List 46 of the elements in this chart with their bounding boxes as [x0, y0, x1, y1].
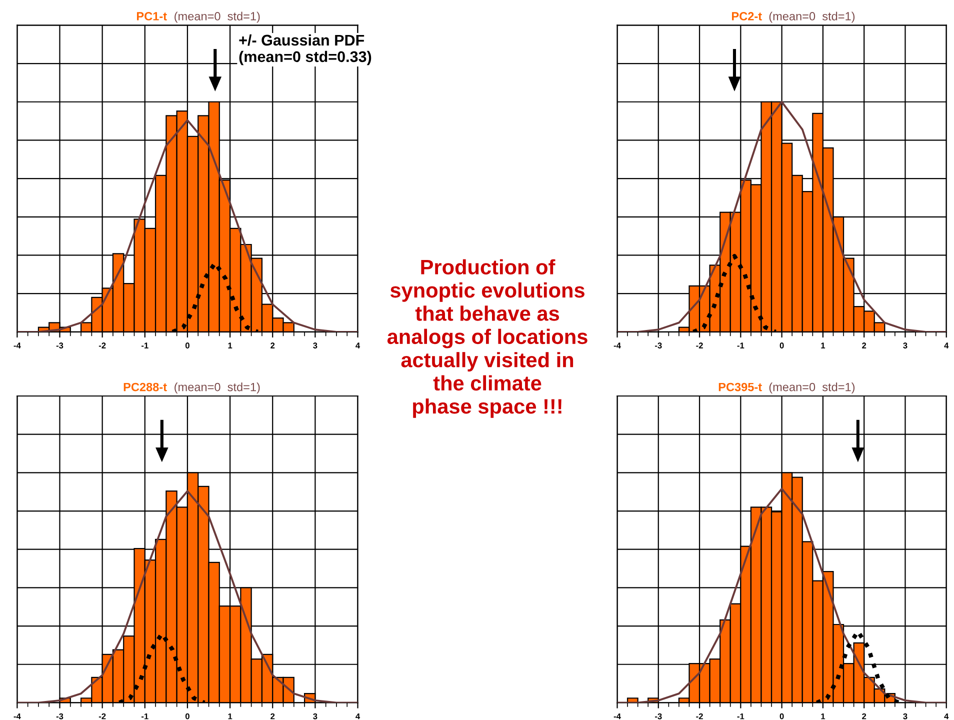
- x-tick-label: -4: [614, 713, 621, 720]
- x-tick-label: -2: [696, 342, 703, 348]
- x-tick-label: -1: [142, 342, 148, 348]
- chart-subtitle: (mean=0 std=1): [174, 382, 260, 394]
- x-tick-label: 3: [313, 342, 318, 348]
- x-tick-label: 3: [903, 713, 908, 720]
- x-tick-label: 0: [185, 713, 190, 720]
- x-tick-label: 4: [356, 713, 360, 720]
- x-tick-label: -3: [655, 342, 662, 348]
- x-tick-label: 2: [862, 713, 866, 720]
- x-tick-label: -1: [737, 713, 744, 720]
- chart-subtitle: (mean=0 std=1): [769, 12, 855, 23]
- x-tick-label: -3: [655, 713, 662, 720]
- chart-title: PC395-t: [718, 382, 762, 392]
- x-tick-label: -4: [614, 342, 621, 348]
- x-tick-label: 4: [944, 713, 949, 720]
- x-tick-label: -3: [56, 342, 64, 348]
- x-tick-label: 2: [270, 713, 275, 720]
- x-tick-label: 2: [862, 342, 866, 348]
- text: Production of synoptic evolutions that behave as analogs of locations actually visited in the climate phase space !!!: [387, 259, 588, 418]
- x-tick-label: -2: [696, 713, 703, 720]
- x-tick-label: 1: [228, 342, 232, 348]
- x-tick-label: 4: [944, 342, 949, 348]
- x-tick-label: -2: [98, 342, 106, 348]
- x-tick-label: 1: [821, 342, 826, 348]
- x-tick-label: 0: [780, 342, 784, 348]
- chart-subtitle: (mean=0 std=1): [769, 382, 855, 394]
- x-tick-label: 1: [228, 713, 232, 720]
- chart-title: PC2-t: [732, 12, 762, 20]
- chart-title: PC288-t: [124, 382, 167, 392]
- x-tick-label: -1: [737, 342, 744, 348]
- x-tick-label: 3: [313, 713, 318, 720]
- x-tick-label: -4: [14, 713, 21, 720]
- chart-title: PC1-t: [136, 12, 167, 20]
- text: +/- Gaussian PDF (mean=0 std=0.33): [239, 34, 372, 66]
- x-tick-label: 1: [821, 713, 826, 720]
- x-tick-label: -1: [142, 713, 148, 720]
- x-tick-label: 4: [356, 342, 360, 348]
- x-tick-label: -2: [98, 713, 106, 720]
- x-tick-label: 2: [270, 342, 275, 348]
- x-tick-label: -4: [14, 342, 21, 348]
- x-tick-label: 0: [185, 342, 190, 348]
- x-tick-label: 0: [780, 713, 784, 720]
- x-tick-label: 3: [903, 342, 908, 348]
- x-tick-label: -3: [56, 713, 64, 720]
- chart-subtitle: (mean=0 std=1): [174, 12, 260, 23]
